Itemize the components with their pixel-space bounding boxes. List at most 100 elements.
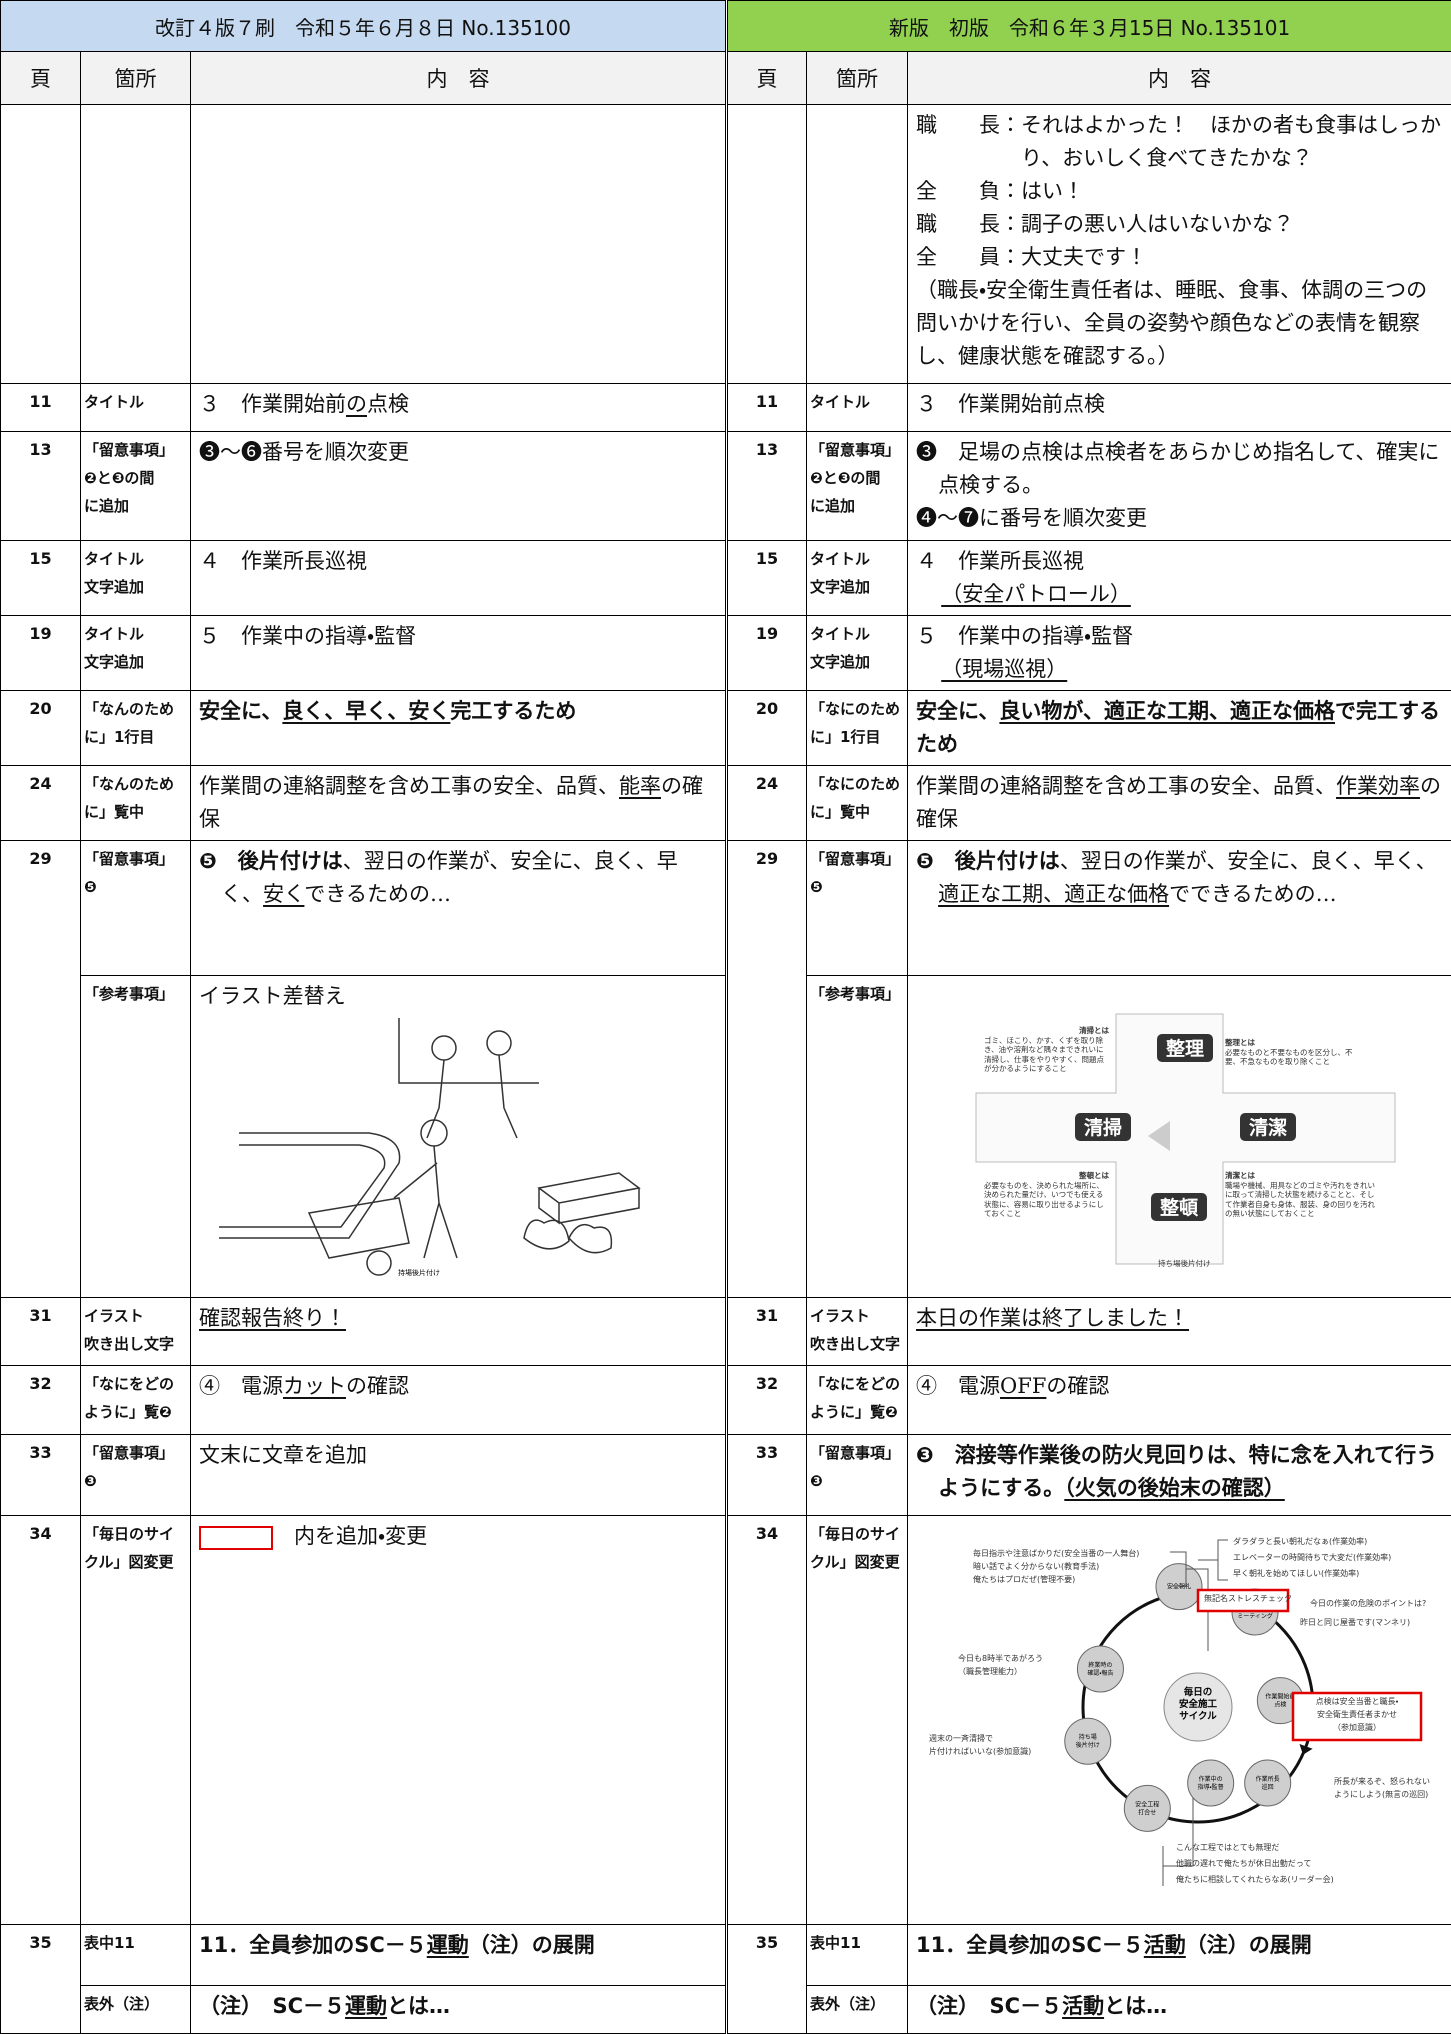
place-text: タイトル — [810, 545, 904, 573]
place-cell — [81, 105, 191, 384]
content-cell: 整理清掃清潔整頓整理とは必要なものと不要なものを区分し、不要、不急なものを取り除… — [908, 976, 1451, 1298]
annotation: 週末の一斉清掃で — [929, 1733, 993, 1743]
text-run: 安全に、 — [916, 699, 999, 723]
paragraph: ❹～❼に番号を順次変更 — [916, 502, 1443, 535]
step-label: 巡回 — [1262, 1783, 1274, 1791]
place-text: クル」図変更 — [84, 1548, 187, 1576]
text-run: ５ 作業中の指導・監督 — [199, 624, 416, 648]
text-run: ❹～❼に番号を順次変更 — [916, 506, 1147, 530]
page-cell: 31 — [1, 1298, 81, 1366]
place-text: 「留意事項」 — [84, 436, 187, 464]
paragraph: ５ 作業中の指導・監督 — [916, 620, 1443, 653]
text-run: の確認 — [1046, 1374, 1109, 1398]
content-cell: ４ 作業所長巡視 — [191, 541, 727, 616]
page-number: 13 — [29, 440, 51, 459]
description-body: 必要なものと不要なものを区分し、不要、不急なものを取り除くこと — [1225, 1048, 1353, 1067]
page-number: 24 — [29, 774, 51, 793]
text-run: 点検 — [367, 392, 409, 416]
page-number: 19 — [756, 624, 778, 643]
content-cell: ④ 電源OFFの確認 — [908, 1366, 1451, 1435]
page-number: 31 — [29, 1306, 51, 1325]
paragraph: （安全パトロール） — [916, 578, 1443, 611]
column-header-row: 頁箇所内 容頁箇所内 容 — [1, 52, 1451, 105]
place-text: 「留意事項」 — [810, 845, 904, 873]
text-run: 良く、早く、安く — [282, 699, 450, 723]
description: 整頓とは必要なものを、決められた場所に、決められた量だけ、いつでも使える状態に、… — [984, 1171, 1109, 1219]
place-text: 「なにのため — [810, 770, 904, 798]
step-label: 安全朝礼 — [1167, 1583, 1191, 1591]
place-text: 「留意事項」 — [810, 436, 904, 464]
place-text: 吹き出し文字 — [810, 1330, 904, 1358]
text-run: （現場巡視） — [941, 657, 1067, 681]
page-cell: 34 — [727, 1516, 807, 1925]
place-text: に」覧中 — [84, 798, 187, 826]
page-cell — [727, 105, 807, 384]
text-run: （注）の展開 — [1186, 1933, 1312, 1957]
description-body: 職場や機械、用具などのゴミや汚れをきれいに取って清掃した状態を続けることと、そし… — [1225, 1181, 1375, 1219]
drawing-part — [394, 1146, 457, 1258]
text-run: OFF — [1000, 1374, 1046, 1398]
paragraph: ❸ 足場の点検は点検者をあらかじめ指名して、確実に点検する。 — [916, 436, 1443, 502]
annotation: 俺たちはプロだぜ(管理不要) — [973, 1574, 1075, 1584]
content-cell: 11．全員参加のSC－５運動（注）の展開 — [191, 1925, 727, 1986]
page-cell: 35 — [1, 1925, 81, 2034]
annotation: 今日の作業の危険のポイントは? — [1310, 1598, 1426, 1608]
drawing-part — [367, 1251, 391, 1275]
page-cell: 24 — [1, 766, 81, 841]
annotation: エレベーターの時間待ちで大変だ(作業効率) — [1233, 1552, 1391, 1562]
text-run: 確認報告終り！ — [199, 1306, 346, 1330]
drawing-part — [219, 1145, 385, 1227]
cycle-diagram: 毎日の安全施工サイクル安全朝礼安全ミーティング作業開始前点検作業所長巡回作業中の… — [908, 1516, 1451, 1914]
content-cell: 本日の作業は終了しました！ — [908, 1298, 1451, 1366]
paragraph: 確認報告終り！ — [199, 1302, 717, 1335]
step-label: 打合せ — [1138, 1808, 1156, 1816]
paragraph: 全 員：大丈夫です！ — [916, 241, 1443, 274]
text-run: 活動 — [1144, 1933, 1186, 1957]
annotation: 所長が来るぞ、怒られない — [1334, 1776, 1430, 1786]
place-text: 文字追加 — [810, 648, 904, 676]
table-row: 「参考事項」イラスト差替え持場後片付け「参考事項」整理清掃清潔整頓整理とは必要な… — [1, 976, 1451, 1298]
paragraph: （注） SC－５活動とは… — [916, 1990, 1443, 2023]
column-header: 頁 — [727, 52, 807, 105]
annotation: （参加意識） — [1333, 1722, 1381, 1732]
paragraph: 文末に文章を追加 — [199, 1439, 717, 1472]
paragraph: （現場巡視） — [916, 653, 1443, 686]
content-cell: ５ 作業中の指導・監督 （現場巡視） — [908, 616, 1451, 691]
place-text: 表中11 — [84, 1929, 187, 1957]
content-cell: ５ 作業中の指導・監督 — [191, 616, 727, 691]
place-cell: タイトル — [81, 384, 191, 432]
page-cell: 32 — [727, 1366, 807, 1435]
drawing-part — [421, 1120, 447, 1146]
paragraph: 内を追加・変更 — [199, 1520, 717, 1553]
paragraph: 安全に、良い物が、適正な工期、適正な価格で完工するため — [916, 695, 1443, 761]
page-number: 15 — [756, 549, 778, 568]
annotation: 点検は安全当番と職長・ — [1316, 1696, 1399, 1706]
content-cell: ❺ 後片付けは、翌日の作業が、安全に、良く、早く、適正な工期、適正な価格でできる… — [908, 841, 1451, 976]
text-run: ４ 作業所長巡視 — [199, 549, 367, 573]
page-number: 24 — [756, 774, 778, 793]
content-cell: 安全に、良い物が、適正な工期、適正な価格で完工するため — [908, 691, 1451, 766]
content-cell: 11．全員参加のSC－５活動（注）の展開 — [908, 1925, 1451, 1986]
page-cell: 19 — [1, 616, 81, 691]
paragraph: ３ 作業開始前の点検 — [199, 388, 717, 421]
annotation: 今日も8時半であがろう — [958, 1653, 1043, 1663]
page-number: 33 — [756, 1443, 778, 1462]
text-run: 、翌日の作業が、安全に、良く、早く、 — [1060, 849, 1437, 873]
page-cell: 33 — [727, 1435, 807, 1516]
content-cell: ３ 作業開始前の点検 — [191, 384, 727, 432]
place-cell: 「留意事項」❷と❸の間に追加 — [807, 432, 908, 541]
description: 清潔とは職場や機械、用具などのゴミや汚れをきれいに取って清掃した状態を続けること… — [1225, 1171, 1375, 1219]
place-cell: 「なんのために」覧中 — [81, 766, 191, 841]
place-cell: 「なにのために」覧中 — [807, 766, 908, 841]
center-label: 安全施工 — [1179, 1698, 1218, 1710]
step-label: 作業中の — [1199, 1775, 1223, 1783]
page-number: 33 — [29, 1443, 51, 1462]
content-cell: （注） SC－５活動とは… — [908, 1986, 1451, 2034]
page-number: 32 — [29, 1374, 51, 1393]
place-text: 表外（注） — [84, 1990, 187, 2018]
